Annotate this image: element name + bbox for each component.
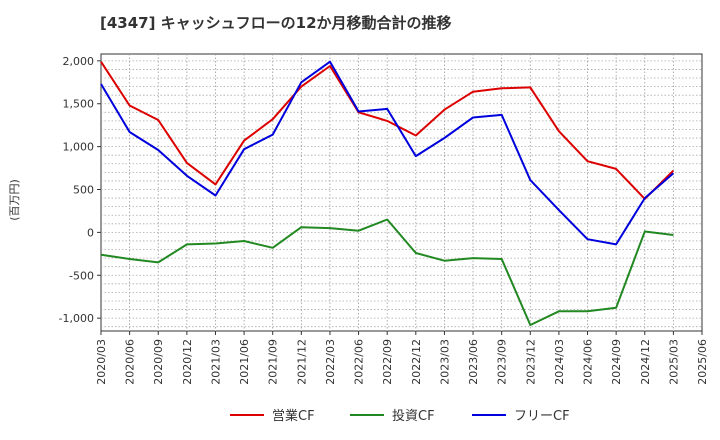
legend: 営業CF 投資CF フリーCF xyxy=(230,408,570,424)
series-lines xyxy=(100,60,675,326)
x-tick-label: 2021/03 xyxy=(209,339,222,385)
x-axis: 2020/03 2020/06 2020/09 2020/12 2021/03 2021/… xyxy=(95,331,709,385)
plot-area xyxy=(100,53,703,332)
x-tick-label: 2022/03 xyxy=(324,339,337,385)
x-tick-label: 2025/03 xyxy=(667,339,680,385)
series-line xyxy=(100,60,675,246)
x-tick-label: 2020/09 xyxy=(152,339,165,385)
y-tick-label: 1,000 xyxy=(63,141,95,154)
series-line xyxy=(100,218,674,326)
y-tick-label: 0 xyxy=(87,226,94,239)
legend-label: 営業CF xyxy=(272,408,315,424)
x-tick-label: 2021/09 xyxy=(267,339,280,385)
x-tick-label: 2022/12 xyxy=(410,339,423,385)
x-tick-label: 2024/09 xyxy=(610,339,623,385)
x-tick-label: 2022/06 xyxy=(353,339,366,385)
x-tick-label: 2020/06 xyxy=(124,339,137,385)
x-tick-label: 2023/12 xyxy=(524,339,537,385)
x-tick-label: 2020/03 xyxy=(95,339,108,385)
x-tick-label: 2020/12 xyxy=(181,339,194,385)
y-axis-label: (百万円) xyxy=(8,179,21,221)
x-tick-label: 2021/06 xyxy=(238,339,251,385)
x-tick-label: 2024/12 xyxy=(639,339,652,385)
x-tick-label: 2023/03 xyxy=(438,339,451,385)
x-tick-label: 2025/06 xyxy=(696,339,709,385)
y-tick-label: -500 xyxy=(69,269,94,282)
legend-label: 投資CF xyxy=(392,408,435,424)
x-tick-label: 2022/09 xyxy=(381,339,394,385)
grid xyxy=(101,54,702,331)
chart-title: [4347] キャッシュフローの12か月移動合計の推移 xyxy=(100,14,452,32)
y-tick-label: -1,000 xyxy=(59,312,94,325)
y-axis: 2,000 1,500 1,000 500 0 -500 -1,000 xyxy=(59,55,101,325)
x-tick-label: 2024/03 xyxy=(553,339,566,385)
y-tick-label: 2,000 xyxy=(63,55,95,68)
legend-label: フリーCF xyxy=(514,409,570,424)
series-line xyxy=(100,61,675,200)
x-tick-label: 2024/06 xyxy=(582,339,595,385)
x-tick-label: 2021/12 xyxy=(295,339,308,385)
x-tick-label: 2023/06 xyxy=(467,339,480,385)
x-tick-label: 2023/09 xyxy=(496,339,509,385)
y-tick-label: 1,500 xyxy=(63,98,95,111)
y-tick-label: 500 xyxy=(73,183,94,196)
plot-frame xyxy=(100,53,703,332)
